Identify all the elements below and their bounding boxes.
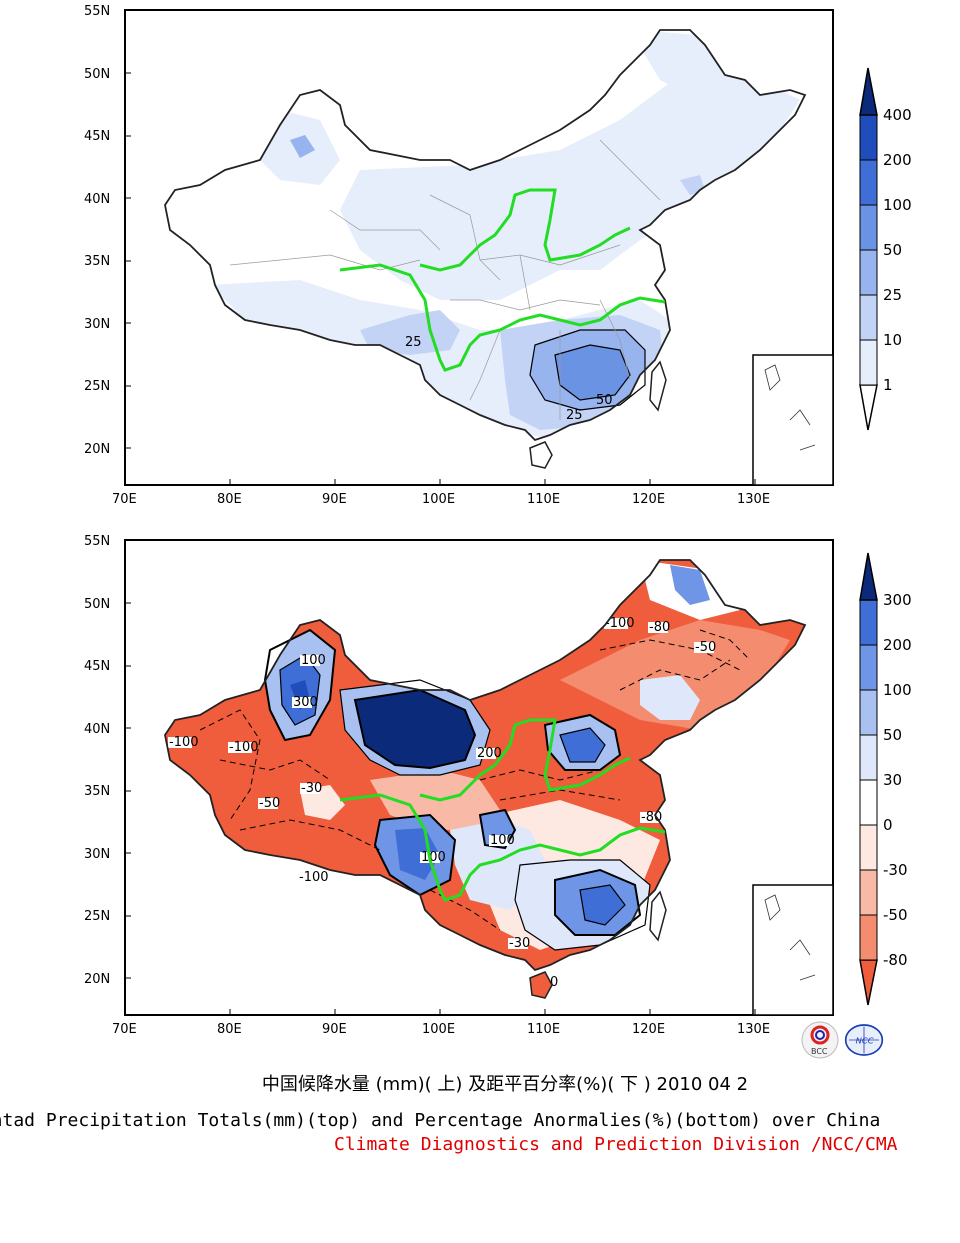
- svg-text:-80: -80: [641, 810, 662, 825]
- bottom-lon-axis: 70E 80E 90E 100E 110E 120E 130E: [112, 1022, 770, 1037]
- svg-text:45N: 45N: [84, 129, 110, 144]
- top-lon-axis: 70E 80E 90E 100E 110E 120E 130E: [112, 492, 770, 507]
- svg-text:50N: 50N: [84, 67, 110, 82]
- svg-text:-80: -80: [883, 951, 908, 969]
- svg-text:80E: 80E: [217, 492, 242, 507]
- svg-text:-50: -50: [883, 906, 908, 924]
- svg-text:30: 30: [883, 771, 902, 789]
- ncc-logo: NCC: [844, 1024, 884, 1056]
- bottom-anomaly-map: -100 -100 -100 -80 -50 -30 300 100 200 1…: [84, 534, 912, 1037]
- top-precip-map: 25 50 25 55N 50N 45N 40N 35N 30N 25N 20N…: [84, 4, 912, 507]
- svg-text:0: 0: [883, 816, 893, 834]
- svg-text:300: 300: [883, 591, 912, 609]
- caption-chinese: 中国候降水量 (mm)( 上) 及距平百分率(%)( 下 ) 2010 04 2: [261, 1074, 749, 1095]
- svg-text:35N: 35N: [84, 784, 110, 799]
- svg-text:10: 10: [883, 331, 902, 349]
- svg-text:300: 300: [293, 695, 318, 710]
- svg-text:70E: 70E: [112, 492, 137, 507]
- svg-text:50: 50: [883, 726, 902, 744]
- top-colorbar: 400 200 100 50 25 10 1: [859, 67, 912, 431]
- svg-text:100: 100: [421, 850, 446, 865]
- svg-text:100E: 100E: [422, 492, 455, 507]
- svg-text:130E: 130E: [737, 492, 770, 507]
- svg-text:120E: 120E: [632, 1022, 665, 1037]
- svg-text:50N: 50N: [84, 597, 110, 612]
- bottom-contours: [263, 628, 651, 951]
- svg-text:BCC: BCC: [811, 1047, 828, 1056]
- svg-text:30N: 30N: [84, 847, 110, 862]
- svg-text:-30: -30: [883, 861, 908, 879]
- bottom-negative-contours: [199, 629, 751, 931]
- svg-text:40N: 40N: [84, 722, 110, 737]
- svg-text:90E: 90E: [322, 1022, 347, 1037]
- svg-text:55N: 55N: [84, 534, 110, 549]
- svg-text:55N: 55N: [84, 4, 110, 19]
- svg-text:-100: -100: [299, 870, 329, 885]
- bcc-logo: BCC: [801, 1021, 839, 1059]
- svg-text:-50: -50: [695, 640, 716, 655]
- top-contour-label-1: 25: [405, 335, 422, 350]
- svg-text:NCC: NCC: [856, 1035, 874, 1045]
- svg-text:100: 100: [490, 833, 515, 848]
- svg-text:-100: -100: [169, 735, 199, 750]
- svg-text:130E: 130E: [737, 1022, 770, 1037]
- svg-text:45N: 45N: [84, 659, 110, 674]
- caption-organization: Climate Diagnostics and Prediction Divis…: [334, 1134, 898, 1155]
- svg-text:100: 100: [301, 653, 326, 668]
- svg-text:30N: 30N: [84, 317, 110, 332]
- top-south-sea-inset: [752, 354, 834, 486]
- svg-text:35N: 35N: [84, 254, 110, 269]
- svg-text:100: 100: [883, 681, 912, 699]
- svg-text:400: 400: [883, 106, 912, 124]
- caption-english: Pentad Precipitation Totals(mm)(top) and…: [0, 1110, 881, 1131]
- svg-text:20N: 20N: [84, 442, 110, 457]
- svg-text:110E: 110E: [527, 492, 560, 507]
- svg-text:200: 200: [883, 636, 912, 654]
- svg-text:1: 1: [883, 376, 893, 394]
- top-lat-axis: 55N 50N 45N 40N 35N 30N 25N 20N: [84, 4, 110, 457]
- svg-text:25: 25: [883, 286, 902, 304]
- svg-text:-80: -80: [649, 620, 670, 635]
- svg-text:20N: 20N: [84, 972, 110, 987]
- svg-text:200: 200: [883, 151, 912, 169]
- svg-text:110E: 110E: [527, 1022, 560, 1037]
- svg-text:-30: -30: [301, 781, 322, 796]
- bottom-green-line-south: [339, 793, 666, 902]
- bottom-lat-axis: 55N 50N 45N 40N 35N 30N 25N 20N: [84, 534, 110, 987]
- svg-text:120E: 120E: [632, 492, 665, 507]
- bottom-colorbar: 300 200 100 50 30 0 -30 -50 -80: [859, 552, 912, 1006]
- svg-text:-50: -50: [259, 796, 280, 811]
- svg-text:80E: 80E: [217, 1022, 242, 1037]
- svg-text:-100: -100: [605, 616, 635, 631]
- svg-text:200: 200: [477, 746, 502, 761]
- svg-text:25N: 25N: [84, 909, 110, 924]
- svg-text:70E: 70E: [112, 1022, 137, 1037]
- top-contour-label-2: 50: [596, 393, 613, 408]
- svg-text:-30: -30: [509, 936, 530, 951]
- bottom-green-line-north: [419, 718, 631, 802]
- top-province-borders: [229, 139, 661, 420]
- top-green-line-south: [339, 263, 666, 372]
- svg-text:90E: 90E: [322, 492, 347, 507]
- top-contour-label-3: 25: [566, 408, 583, 423]
- svg-text:40N: 40N: [84, 192, 110, 207]
- svg-text:50: 50: [883, 241, 902, 259]
- svg-text:100E: 100E: [422, 1022, 455, 1037]
- bottom-contour-label-group: -100 -100 -100 -80 -50 -30 300 100 200 1…: [168, 616, 716, 990]
- bottom-south-sea-inset: [752, 884, 834, 1016]
- svg-text:100: 100: [883, 196, 912, 214]
- svg-text:25N: 25N: [84, 379, 110, 394]
- top-green-line-north: [419, 188, 631, 272]
- svg-text:-100: -100: [229, 740, 259, 755]
